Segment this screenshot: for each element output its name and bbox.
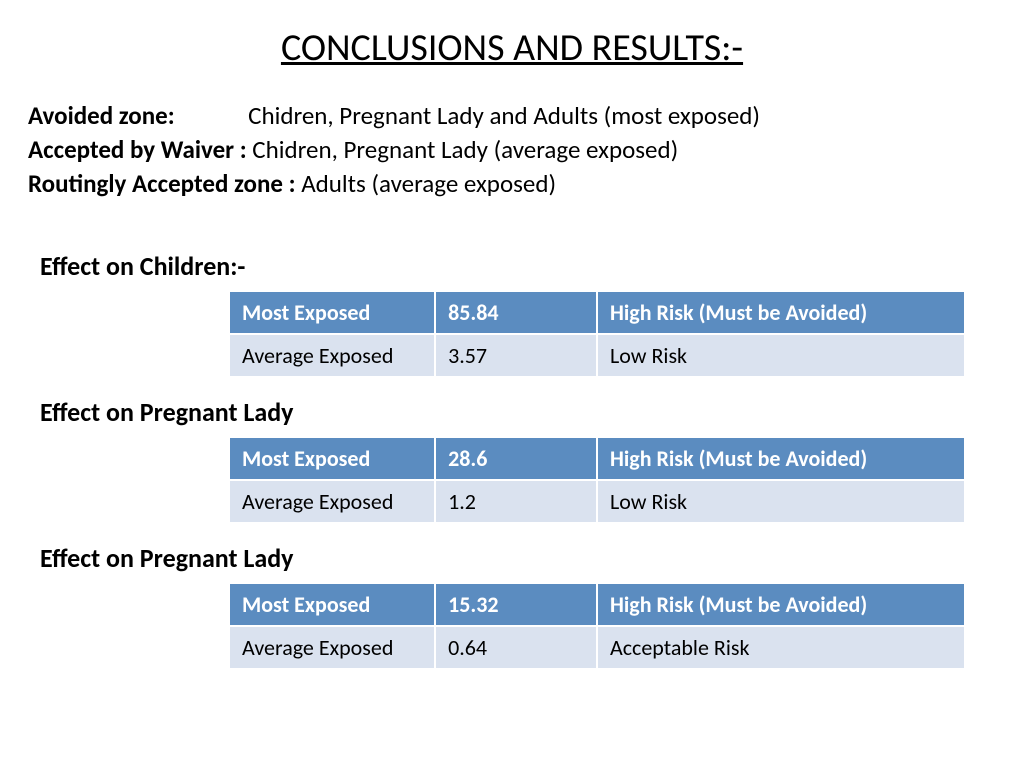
section-title: Effect on Pregnant Lady [40, 542, 996, 574]
table-row: Average Exposed 0.64 Acceptable Risk [229, 626, 965, 669]
page-title: CONCLUSIONS AND RESULTS:- [28, 25, 996, 71]
table-row: Average Exposed 3.57 Low Risk [229, 334, 965, 377]
cell-exposure: Most Exposed [229, 437, 435, 480]
section-title: Effect on Children:- [40, 250, 996, 282]
zone-line: Routingly Accepted zone : Adults (averag… [28, 167, 996, 201]
zone-label: Routingly Accepted zone : [28, 168, 296, 199]
zone-value: Chidren, Pregnant Lady and Adults (most … [248, 100, 760, 131]
cell-value: 28.6 [435, 437, 597, 480]
cell-value: 3.57 [435, 334, 597, 377]
table-children: Most Exposed 85.84 High Risk (Must be Av… [228, 290, 966, 378]
zone-spacer [175, 100, 248, 131]
cell-exposure: Most Exposed [229, 291, 435, 334]
table-row: Most Exposed 15.32 High Risk (Must be Av… [229, 583, 965, 626]
table-row: Most Exposed 28.6 High Risk (Must be Avo… [229, 437, 965, 480]
cell-value: 15.32 [435, 583, 597, 626]
zone-line: Avoided zone: Chidren, Pregnant Lady and… [28, 99, 996, 133]
cell-risk: Acceptable Risk [597, 626, 965, 669]
cell-exposure: Most Exposed [229, 583, 435, 626]
table-pregnant-2: Most Exposed 15.32 High Risk (Must be Av… [228, 582, 966, 670]
cell-value: 1.2 [435, 480, 597, 523]
table-row: Most Exposed 85.84 High Risk (Must be Av… [229, 291, 965, 334]
cell-exposure: Average Exposed [229, 480, 435, 523]
section-title: Effect on Pregnant Lady [40, 396, 996, 428]
zone-label: Accepted by Waiver : [28, 134, 247, 165]
cell-risk: High Risk (Must be Avoided) [597, 291, 965, 334]
cell-risk: High Risk (Must be Avoided) [597, 437, 965, 480]
table-row: Average Exposed 1.2 Low Risk [229, 480, 965, 523]
cell-risk: Low Risk [597, 334, 965, 377]
zone-value: Chidren, Pregnant Lady (average exposed) [252, 134, 678, 165]
cell-value: 85.84 [435, 291, 597, 334]
cell-risk: High Risk (Must be Avoided) [597, 583, 965, 626]
zone-line: Accepted by Waiver : Chidren, Pregnant L… [28, 133, 996, 167]
cell-exposure: Average Exposed [229, 334, 435, 377]
cell-value: 0.64 [435, 626, 597, 669]
zone-label: Avoided zone: [28, 100, 175, 131]
zone-value: Adults (average exposed) [301, 168, 556, 199]
table-pregnant-1: Most Exposed 28.6 High Risk (Must be Avo… [228, 436, 966, 524]
zones-block: Avoided zone: Chidren, Pregnant Lady and… [28, 99, 996, 200]
cell-risk: Low Risk [597, 480, 965, 523]
cell-exposure: Average Exposed [229, 626, 435, 669]
